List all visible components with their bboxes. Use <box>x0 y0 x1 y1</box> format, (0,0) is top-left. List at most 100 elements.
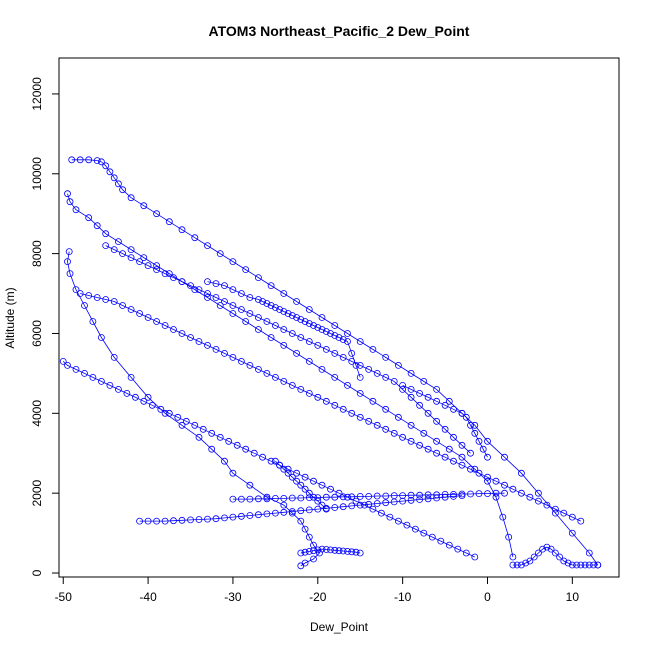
data-point <box>356 373 364 381</box>
data-point <box>314 546 322 554</box>
data-point <box>322 345 330 353</box>
data-point <box>288 508 296 515</box>
data-point <box>161 322 169 329</box>
data-point <box>144 393 152 401</box>
data-point <box>484 490 491 498</box>
data-point <box>72 286 80 294</box>
data-point <box>263 510 271 518</box>
data-point <box>127 254 135 262</box>
data-point <box>178 330 186 337</box>
data-point <box>110 298 118 305</box>
data-point <box>246 495 254 503</box>
data-point <box>369 505 377 513</box>
data-point <box>254 495 262 503</box>
data-point <box>433 449 441 457</box>
data-point <box>305 306 313 313</box>
data-point <box>263 369 271 377</box>
data-point <box>450 433 457 441</box>
data-point <box>216 250 224 258</box>
series-10 <box>509 543 602 569</box>
data-point <box>136 258 144 266</box>
data-point <box>484 477 491 485</box>
data-point <box>382 499 390 507</box>
data-point <box>148 401 156 409</box>
data-point <box>479 445 487 453</box>
data-point <box>594 561 602 569</box>
data-point <box>254 274 262 282</box>
data-point <box>322 505 330 513</box>
data-point <box>301 485 309 493</box>
data-point <box>93 222 101 230</box>
data-point <box>394 413 402 421</box>
data-point <box>377 509 385 517</box>
data-point <box>331 504 339 511</box>
data-point <box>407 491 415 499</box>
data-point <box>543 543 551 551</box>
data-point <box>335 547 343 555</box>
data-point <box>585 561 593 569</box>
data-point <box>119 186 126 194</box>
data-point <box>441 490 449 498</box>
data-point <box>522 559 530 567</box>
x-tick-label: -40 <box>139 590 157 604</box>
data-point <box>271 322 279 329</box>
data-point <box>280 508 288 516</box>
data-point <box>318 481 326 489</box>
data-point <box>547 545 555 553</box>
data-point <box>229 302 237 309</box>
data-point <box>505 533 513 541</box>
data-point <box>102 242 110 250</box>
y-tick-label: 12000 <box>30 77 44 111</box>
data-point <box>85 156 93 164</box>
data-point <box>484 437 491 445</box>
data-point <box>284 469 292 477</box>
data-point <box>66 270 74 278</box>
series-line <box>300 548 361 554</box>
data-point <box>276 306 284 313</box>
data-point <box>407 385 415 393</box>
data-point <box>577 561 585 569</box>
data-point <box>106 168 114 176</box>
y-tick-label: 2000 <box>30 479 44 506</box>
data-point <box>339 336 347 343</box>
data-point <box>310 477 317 485</box>
data-point <box>208 429 216 437</box>
series-1 <box>64 190 517 561</box>
data-point <box>535 549 542 557</box>
data-point <box>318 501 326 509</box>
data-point <box>314 341 322 349</box>
data-point <box>331 546 339 554</box>
data-point <box>310 493 317 501</box>
y-tick-label: 0 <box>30 569 44 576</box>
data-point <box>229 513 237 521</box>
data-point <box>246 310 254 317</box>
data-point <box>153 318 161 325</box>
data-point <box>382 405 390 413</box>
data-point <box>501 453 508 461</box>
data-point <box>110 174 118 182</box>
data-point <box>229 353 237 361</box>
data-point <box>161 517 169 525</box>
data-point <box>399 381 407 389</box>
data-point <box>293 298 301 305</box>
data-point <box>352 548 360 556</box>
data-point <box>420 529 428 537</box>
data-point <box>305 389 313 397</box>
data-point <box>475 469 483 477</box>
data-point <box>471 421 479 429</box>
data-point <box>293 469 301 477</box>
data-point <box>178 278 186 286</box>
data-point <box>394 517 402 525</box>
data-point <box>356 549 364 557</box>
data-point <box>85 214 93 222</box>
data-point <box>221 282 228 290</box>
data-point <box>254 326 262 333</box>
data-point <box>140 254 148 262</box>
data-point <box>467 421 474 429</box>
data-point <box>568 529 576 537</box>
series-3 <box>59 357 479 561</box>
data-point <box>144 517 152 525</box>
data-point <box>187 334 194 341</box>
data-point <box>335 334 343 341</box>
data-point <box>552 509 559 517</box>
